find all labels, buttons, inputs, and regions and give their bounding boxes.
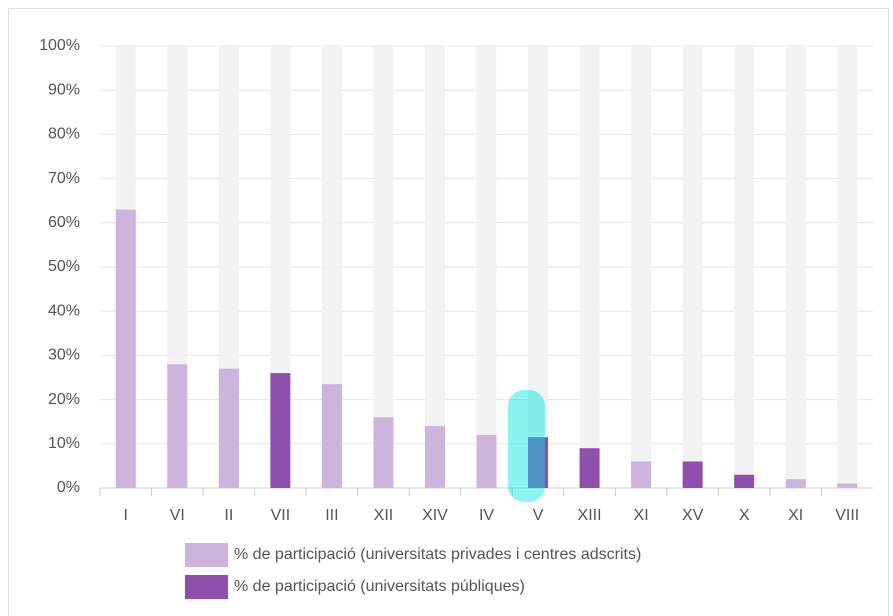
bar [837,483,858,488]
x-tick-label: II [224,507,233,524]
plot: 0%10%20%30%40%50%60%70%80%90%100%I VI II VI… [39,37,873,599]
y-tick-label: 30% [48,347,80,364]
bar [373,417,394,488]
x-tick-label: VI [170,507,185,524]
bar [115,209,136,489]
x-tick-label: XIII [578,507,602,524]
bar [167,364,188,488]
bar-track [528,46,549,488]
bar [579,448,600,488]
bar [682,461,703,488]
x-tick-label: V [533,507,544,524]
bar [270,373,291,488]
bar-track [734,46,755,488]
x-tick-label: XV [682,507,704,524]
bar [218,368,239,488]
bar-track [373,46,394,488]
y-tick-label: 70% [48,170,80,187]
bar-track [579,46,600,488]
x-tick-label: VII [271,507,291,524]
y-tick-label: 50% [48,258,80,275]
bar-track [785,46,806,488]
legend-swatch [185,543,228,567]
bar [321,384,342,488]
x-tick-label: I [124,507,128,524]
y-tick-label: 40% [48,302,80,319]
bar-track [321,46,342,488]
chart-frame [8,8,889,616]
y-tick-label: 10% [48,435,80,452]
x-tick-label: XI [788,507,803,524]
legend-label: % de participació (universitats públique… [234,578,525,595]
y-tick-label: 60% [48,214,80,231]
legend-swatch [185,575,228,599]
x-tick-label: X [739,507,750,524]
cursor-highlight [508,390,545,502]
bar [734,474,755,488]
y-tick-label: 20% [48,391,80,408]
x-tick-label: XII [374,507,394,524]
x-tick-label: III [325,507,338,524]
bar-track [424,46,445,488]
bar-track [837,46,858,488]
bar [424,426,445,488]
bar [476,434,497,488]
x-tick-label: XI [634,507,649,524]
x-tick-label: IV [479,507,494,524]
bar-track [476,46,497,488]
bar [631,461,652,488]
y-tick-label: 80% [48,126,80,143]
y-tick-label: 90% [48,81,80,98]
y-tick-label: 0% [57,479,80,496]
y-tick-label: 100% [39,37,80,54]
bar-track [682,46,703,488]
x-tick-label: VIII [835,507,859,524]
bar [785,479,806,488]
legend-label: % de participació (universitats privades… [234,546,641,563]
bar [528,437,549,488]
x-tick-label: XIV [422,507,448,524]
bar-track [631,46,652,488]
